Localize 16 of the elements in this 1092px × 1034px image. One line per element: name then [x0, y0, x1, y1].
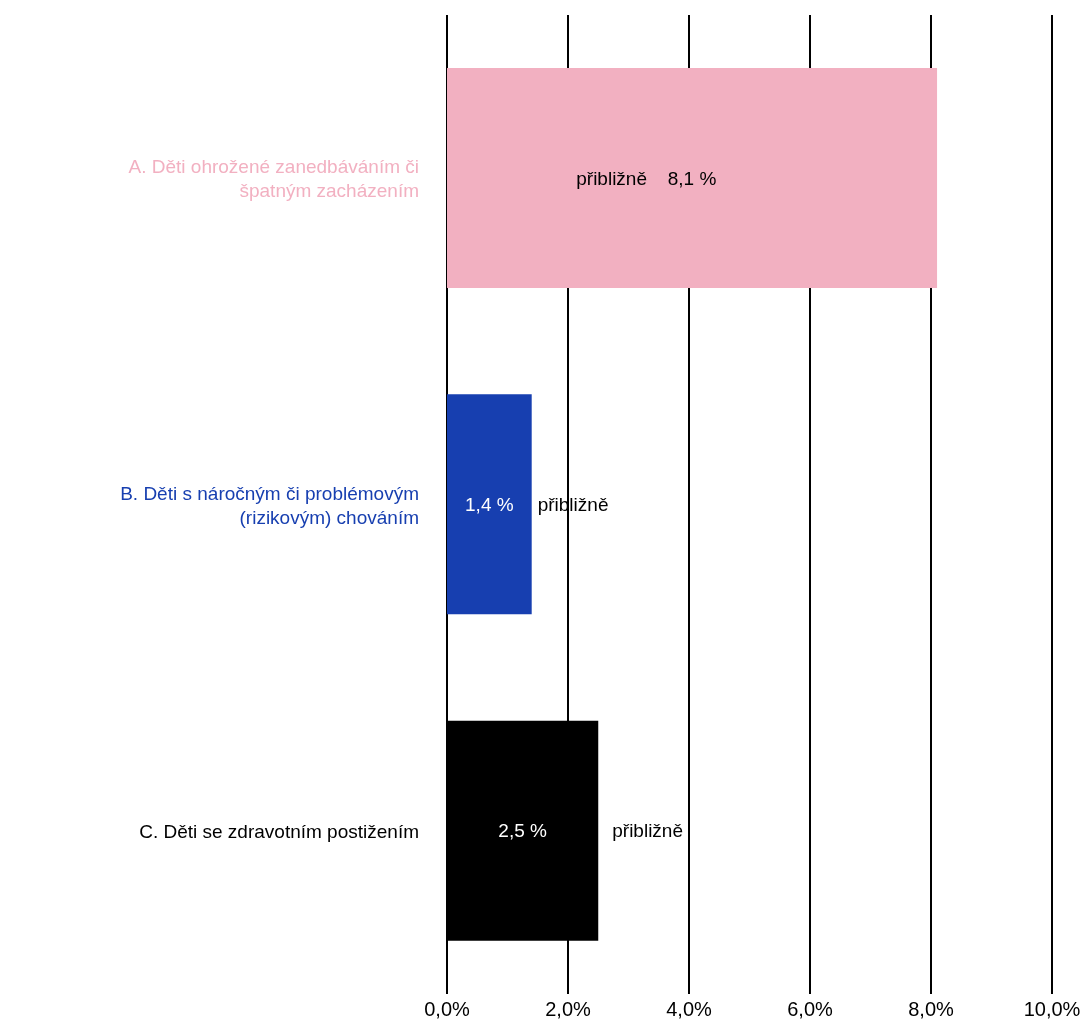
x-tick-label: 0,0% [424, 998, 471, 1021]
x-tick-label: 6,0% [787, 998, 834, 1021]
data-label: 2,5 % [498, 820, 548, 842]
x-tick-label: 8,0% [908, 998, 955, 1021]
annotation: přibližně [576, 167, 648, 189]
data-label: 1,4 % [465, 493, 514, 515]
y-tick-label: A. Děti ohrožené zanedbáváním či špatným zacházením [128, 155, 419, 201]
y-tick-label: B. Děti s náročným či problémovým (rizikovým) chováním [120, 482, 419, 527]
data-label: 8,1 % [667, 167, 717, 189]
x-tick-label: 4,0% [666, 998, 713, 1021]
annotation: přibližně [612, 820, 684, 842]
y-tick-label: C. Děti se zdravotním postižením [139, 820, 419, 842]
bar [447, 394, 532, 615]
x-tick-label: 10,0% [1023, 998, 1081, 1021]
bar [447, 68, 938, 288]
x-tick-label: 2,0% [545, 998, 592, 1021]
